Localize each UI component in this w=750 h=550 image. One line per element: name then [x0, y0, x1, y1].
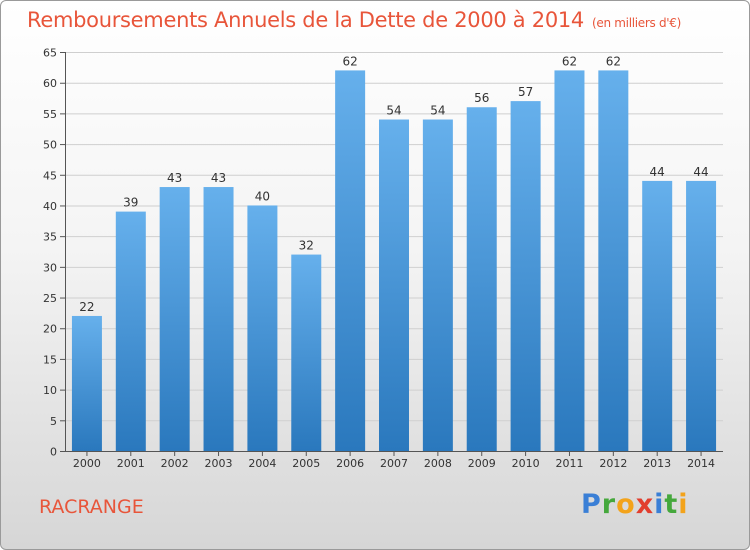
bar [115, 211, 146, 451]
logo-letter: i [678, 489, 689, 520]
logo-letter: x [635, 489, 655, 520]
logo-letter: i [654, 489, 665, 520]
y-tick-label: 55 [43, 108, 57, 121]
y-tick-label: 45 [43, 169, 57, 182]
bar [554, 70, 585, 452]
data-label: 44 [693, 165, 708, 179]
bar [466, 107, 497, 451]
data-label: 22 [79, 300, 94, 314]
y-tick-label: 30 [43, 261, 57, 274]
x-tick-label: 2011 [555, 457, 583, 470]
bar [379, 119, 409, 452]
data-label: 40 [255, 189, 270, 203]
y-tick-label: 0 [50, 446, 57, 459]
y-tick-label: 60 [43, 77, 57, 90]
bar [159, 187, 190, 452]
x-tick-label: 2000 [73, 457, 101, 470]
logo-letter: o [616, 489, 636, 520]
y-tick-label: 15 [43, 353, 57, 366]
bar [598, 70, 629, 452]
data-label: 32 [299, 239, 314, 253]
axes [60, 52, 723, 456]
data-label: 62 [606, 54, 621, 68]
data-label: 56 [474, 91, 489, 105]
bar [203, 187, 234, 452]
bar [686, 180, 717, 451]
chart-title: Remboursements Annuels de la Dette de 20… [27, 8, 681, 32]
x-tick-label: 2009 [468, 457, 496, 470]
x-tick-label: 2003 [205, 457, 233, 470]
bar [247, 205, 278, 451]
y-tick-label: 20 [43, 323, 57, 336]
data-label: 54 [386, 104, 401, 118]
bar [71, 315, 102, 451]
data-label: 44 [650, 165, 665, 179]
y-tick-label: 10 [43, 384, 57, 397]
data-label: 39 [123, 196, 138, 210]
y-tick-label: 35 [43, 231, 57, 244]
data-label: 54 [430, 104, 445, 118]
y-tick-label: 50 [43, 139, 57, 152]
bar [335, 70, 366, 452]
x-tick-label: 2013 [643, 457, 671, 470]
bar [510, 101, 541, 451]
x-tick-label: 2012 [599, 457, 627, 470]
logo-letter: P [581, 489, 602, 520]
bar [642, 180, 673, 451]
data-label: 43 [211, 171, 226, 185]
bar [422, 119, 453, 452]
x-tick-label: 2001 [117, 457, 145, 470]
city-name: RACRANGE [39, 496, 144, 518]
chart-title-text: Remboursements Annuels de la Dette de 20… [27, 8, 584, 32]
x-tick-label: 2007 [380, 457, 408, 470]
logo-letter: t [664, 489, 679, 520]
labels: 0 5 10 15 20 25 30 35 40 45 50 55 60 65 22 2000 39 2001 43… [43, 47, 715, 471]
bars [71, 70, 717, 452]
x-tick-label: 2004 [248, 457, 276, 470]
y-tick-label: 65 [43, 47, 57, 60]
y-tick-label: 40 [43, 200, 57, 213]
proxiti-logo[interactable]: Proxiti [581, 489, 689, 520]
chart-unit: (en milliers d'€) [592, 16, 682, 30]
y-tick-label: 25 [43, 292, 57, 305]
bar [291, 254, 322, 451]
x-tick-label: 2006 [336, 457, 364, 470]
x-tick-label: 2014 [687, 457, 715, 470]
x-tick-label: 2005 [292, 457, 320, 470]
data-label: 62 [562, 54, 577, 68]
data-label: 57 [518, 85, 533, 99]
x-tick-label: 2010 [512, 457, 540, 470]
logo-letter: r [601, 489, 617, 520]
x-tick-label: 2002 [161, 457, 189, 470]
y-tick-label: 5 [50, 415, 57, 428]
data-label: 62 [342, 54, 357, 68]
x-tick-label: 2008 [424, 457, 452, 470]
data-label: 43 [167, 171, 182, 185]
